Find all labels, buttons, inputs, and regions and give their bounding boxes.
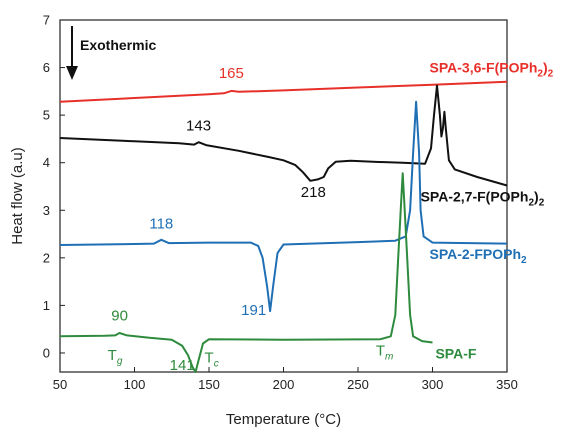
- transition-label: Tc: [205, 349, 219, 369]
- y-tick-label: 3: [43, 203, 50, 218]
- peak-annotation: 218: [301, 184, 326, 201]
- y-tick-label: 6: [43, 60, 50, 75]
- series-label-3: SPA-F: [435, 346, 476, 362]
- transition-label: Tm: [376, 342, 394, 362]
- y-tick-label: 5: [43, 108, 50, 123]
- x-tick-label: 300: [422, 377, 444, 392]
- peak-annotation: 118: [149, 215, 173, 232]
- y-tick-label: 2: [43, 250, 50, 265]
- y-axis-title: Heat flow (a.u): [9, 147, 26, 245]
- exothermic-arrow-head: [66, 66, 78, 80]
- series-lines: [59, 80, 508, 373]
- peak-annotation: 143: [186, 117, 211, 134]
- y-tick-label: 0: [43, 345, 50, 360]
- x-tick-label: 200: [273, 377, 295, 392]
- series-label-0: SPA-3,6-F(POPh2)2: [430, 59, 554, 79]
- series-line-3: [59, 172, 433, 373]
- x-tick-label: 150: [198, 377, 220, 392]
- transition-label: Tg: [108, 347, 123, 367]
- series-line-0: [59, 80, 508, 103]
- peak-annotation: 165: [219, 65, 244, 82]
- y-tick-label: 1: [43, 298, 50, 313]
- series-labels: SPA-3,6-F(POPh2)2 SPA-2,7-F(POPh2)2 SPA-2-…: [421, 59, 554, 361]
- x-tick-label: 50: [53, 377, 67, 392]
- annotations: 165 143 218 118 191 90 141 Tg Tc Tm: [108, 65, 394, 374]
- peak-annotation: 191: [241, 302, 266, 319]
- exothermic-indicator: Exothermic: [66, 26, 156, 80]
- y-tick-label: 7: [43, 13, 50, 28]
- series-line-2: [59, 100, 508, 313]
- peak-annotation: 141: [170, 357, 195, 374]
- exothermic-label: Exothermic: [80, 37, 156, 53]
- series-line-1: [59, 84, 508, 187]
- y-tick-label: 4: [43, 155, 50, 170]
- series-label-2: SPA-2-FPOPh2: [430, 246, 528, 266]
- peak-annotation: 90: [111, 308, 128, 325]
- x-axis-title: Temperature (°C): [226, 411, 341, 428]
- axis-ticks: 50 100 150 200 250 300 350 0 1 2 3 4 5 6 7: [43, 13, 518, 393]
- x-tick-label: 250: [347, 377, 369, 392]
- x-tick-label: 100: [124, 377, 146, 392]
- x-tick-label: 350: [496, 377, 518, 392]
- series-label-1: SPA-2,7-F(POPh2)2: [421, 189, 545, 209]
